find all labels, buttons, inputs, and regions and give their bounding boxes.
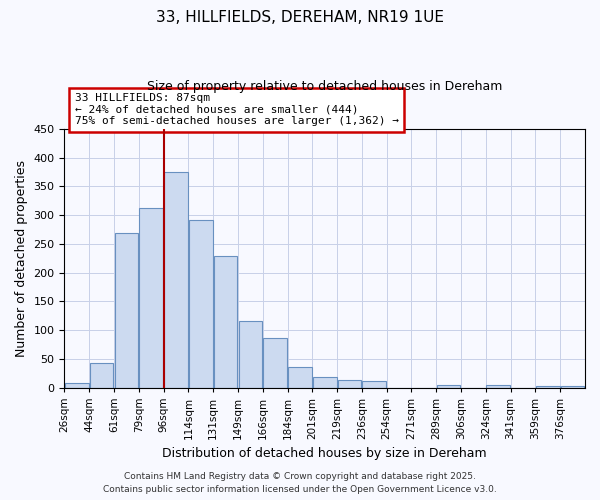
Bar bbox=[536, 386, 560, 388]
Text: 33 HILLFIELDS: 87sqm
← 24% of detached houses are smaller (444)
75% of semi-deta: 33 HILLFIELDS: 87sqm ← 24% of detached h… bbox=[75, 93, 399, 126]
Bar bbox=[338, 380, 361, 388]
Bar bbox=[239, 322, 262, 388]
Bar bbox=[115, 234, 138, 388]
Y-axis label: Number of detached properties: Number of detached properties bbox=[15, 160, 28, 356]
Text: Contains HM Land Registry data © Crown copyright and database right 2025.
Contai: Contains HM Land Registry data © Crown c… bbox=[103, 472, 497, 494]
X-axis label: Distribution of detached houses by size in Dereham: Distribution of detached houses by size … bbox=[163, 447, 487, 460]
Text: 33, HILLFIELDS, DEREHAM, NR19 1UE: 33, HILLFIELDS, DEREHAM, NR19 1UE bbox=[156, 10, 444, 25]
Bar bbox=[214, 256, 238, 388]
Bar bbox=[313, 377, 337, 388]
Bar bbox=[437, 385, 460, 388]
Title: Size of property relative to detached houses in Dereham: Size of property relative to detached ho… bbox=[147, 80, 502, 93]
Bar bbox=[139, 208, 163, 388]
Bar bbox=[189, 220, 212, 388]
Bar bbox=[263, 338, 287, 388]
Bar bbox=[288, 368, 312, 388]
Bar bbox=[362, 380, 386, 388]
Bar bbox=[164, 172, 188, 388]
Bar bbox=[487, 384, 510, 388]
Bar bbox=[65, 384, 89, 388]
Bar bbox=[561, 386, 584, 388]
Bar bbox=[90, 364, 113, 388]
